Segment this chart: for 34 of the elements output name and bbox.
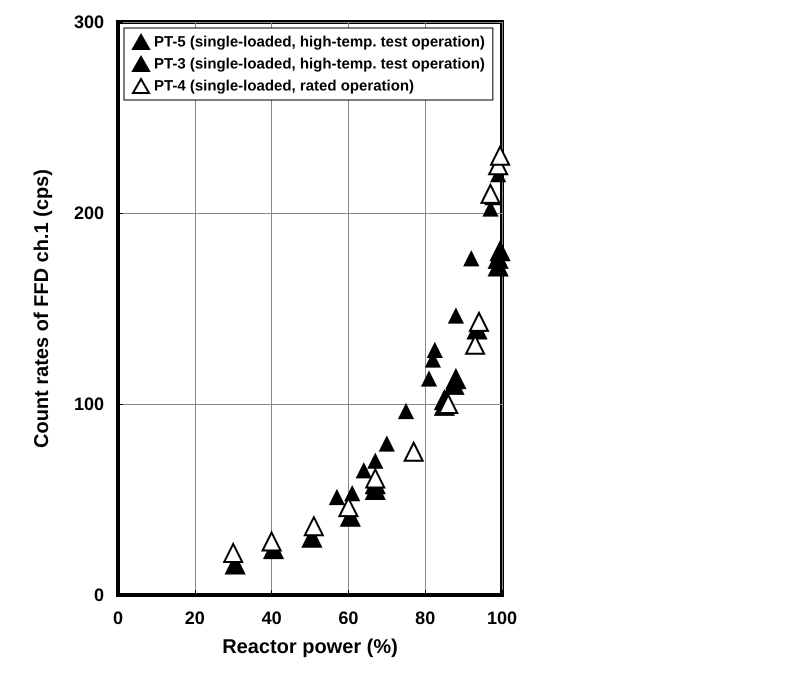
x-tick-label: 40	[262, 608, 282, 628]
point	[368, 454, 383, 469]
x-tick-label: 20	[184, 608, 205, 628]
point	[404, 442, 424, 462]
point	[480, 184, 500, 204]
x-tick-label: 60	[338, 608, 358, 628]
point	[356, 463, 372, 478]
point	[448, 308, 464, 324]
x-tick-label: 0	[112, 608, 124, 628]
point	[365, 468, 386, 488]
point	[427, 343, 442, 358]
legend-label: PT-3 (single-loaded, high-temp. test operation)	[154, 56, 485, 72]
point	[422, 372, 437, 387]
y-tick-label: 200	[74, 203, 104, 223]
point	[262, 532, 282, 552]
point	[329, 490, 344, 506]
legend-label: PT-5 (single-loaded, high-temp. test operation)	[154, 34, 485, 50]
point	[446, 369, 466, 390]
x-tick-label: 80	[415, 608, 436, 628]
point	[490, 241, 510, 262]
y-tick-label: 300	[74, 12, 104, 32]
x-axis-title: Reactor power (%)	[222, 636, 398, 658]
x-tick-label: 100	[486, 608, 518, 628]
y-axis-title: Count rates of FFD ch.1 (cps)	[31, 169, 53, 448]
point	[223, 542, 244, 563]
y-tick-label: 0	[94, 585, 104, 605]
point	[304, 516, 324, 536]
point	[398, 404, 414, 420]
point	[468, 312, 489, 332]
point	[490, 146, 510, 166]
point	[464, 251, 479, 266]
legend-label: PT-4 (single-loaded, rated operation)	[154, 78, 414, 94]
y-tick-label: 100	[74, 394, 104, 414]
point	[379, 436, 394, 452]
